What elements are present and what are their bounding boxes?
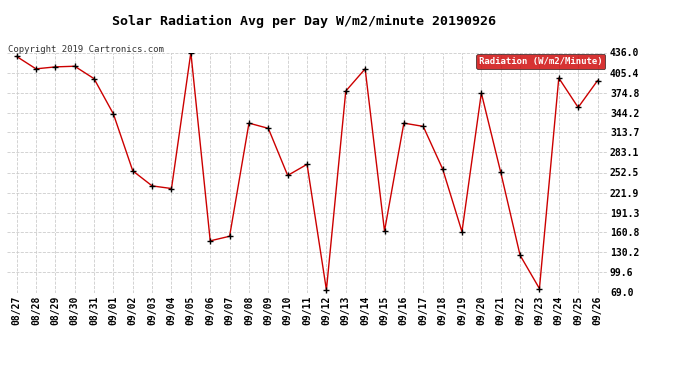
Text: Solar Radiation Avg per Day W/m2/minute 20190926: Solar Radiation Avg per Day W/m2/minute …	[112, 15, 495, 28]
Legend: Radiation (W/m2/Minute): Radiation (W/m2/Minute)	[476, 54, 605, 69]
Text: Copyright 2019 Cartronics.com: Copyright 2019 Cartronics.com	[8, 45, 164, 54]
